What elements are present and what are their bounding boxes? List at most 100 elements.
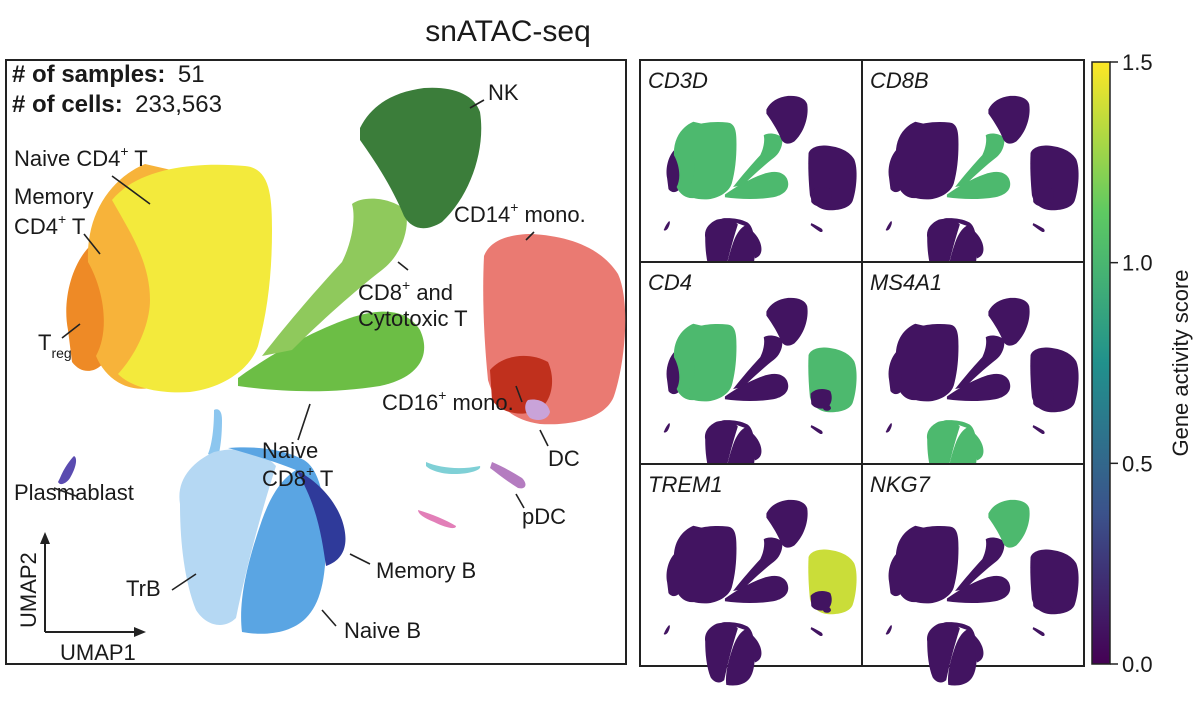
panel-cluster-cd16-mono: [1032, 187, 1054, 207]
panel-cluster-plasmablast: [663, 221, 670, 231]
leader-pdc: [515, 493, 525, 509]
panel-cluster-memory-b: [966, 427, 984, 461]
leader-memory-b: [349, 553, 371, 565]
panel-trem1: TREM1: [639, 463, 863, 686]
panel-cluster-dc: [1044, 605, 1053, 613]
svg-text:NK: NK: [488, 80, 519, 105]
panel-gene-label: MS4A1: [870, 270, 942, 295]
label-trb: TrB: [126, 576, 161, 601]
leader-nk: [469, 99, 485, 109]
panel-cluster-naive-cd4: [682, 324, 737, 402]
leader-memory-cd4: [83, 233, 101, 255]
panel-gene-label: NKG7: [870, 472, 931, 497]
panel-cluster-plasmablast: [885, 625, 892, 635]
panel-cluster-cd8-cyto: [955, 335, 1005, 390]
svg-text:CD14+ mono.: CD14+ mono.: [454, 199, 586, 227]
label-pdc: pDC: [522, 504, 566, 529]
cluster-nk: [360, 87, 482, 229]
panel-cluster-naive-cd4: [904, 122, 959, 200]
panel-cluster-pdc: [1032, 627, 1045, 637]
label-cd16-mono: CD16+ mono.: [382, 387, 514, 415]
leader-cd14-mono: [525, 231, 535, 241]
colorbar-gradient: [1091, 61, 1111, 665]
svg-text:TrB: TrB: [126, 576, 161, 601]
svg-text:DC: DC: [548, 446, 580, 471]
gene-activity-panels: CD3D CD8B CD4 MS4A1 TREM1 NKG7: [639, 59, 1085, 686]
colorbar-label: Gene activity score: [1168, 269, 1193, 456]
umap-axes-indicator: UMAP1 UMAP2: [16, 532, 146, 665]
panel-ms4a1: MS4A1: [861, 261, 1085, 484]
leader-dc: [539, 429, 549, 447]
svg-text:CD4+ T: CD4+ T: [14, 211, 85, 239]
panel-cd8b: CD8B: [861, 59, 1085, 282]
panel-cluster-naive-cd4: [904, 526, 959, 604]
cluster-plasmablast: [58, 456, 77, 485]
cluster-unlabeled-pink: [418, 510, 456, 529]
leader-cd16-mono: [515, 385, 523, 403]
panel-cluster-naive-cd8: [724, 575, 789, 604]
cluster-unlabeled-cyan: [426, 462, 481, 474]
panel-gene-label: CD8B: [870, 68, 929, 93]
panel-cluster-trb: [704, 622, 738, 683]
cluster-naive-cd4: [112, 164, 272, 393]
svg-text:Memory: Memory: [14, 184, 93, 209]
label-plasmablast: Plasmablast: [14, 480, 134, 505]
svg-text:CD8+ and: CD8+ and: [358, 277, 453, 305]
panel-cluster-memory-b: [744, 427, 762, 461]
panel-cluster-naive-cd4: [682, 122, 737, 200]
colorbar-ticks: 0.0 0.5 1.0 1.5: [1110, 50, 1153, 677]
cluster-cd16-mono: [490, 355, 553, 414]
colorbar-tick-label: 1.0: [1122, 251, 1153, 276]
panel-cluster-pdc: [810, 425, 823, 435]
panel-cluster-plasmablast: [663, 423, 670, 433]
panel-cd3d: CD3D: [639, 59, 863, 282]
samples-count: # of samples: 51: [12, 61, 205, 88]
panel-gene-label: CD3D: [648, 68, 708, 93]
svg-text:Naive: Naive: [262, 438, 318, 463]
leader-naive-cd8: [297, 403, 311, 441]
cluster-trb-stem: [208, 409, 222, 458]
panel-cluster-memory-b: [744, 225, 762, 259]
panel-cluster-pdc: [1032, 223, 1045, 233]
leader-treg: [61, 323, 81, 339]
panel-cluster-cd16-mono: [1032, 591, 1054, 611]
label-nk: NK: [488, 80, 519, 105]
panel-cluster-dc: [1044, 201, 1053, 209]
panel-cluster-pdc: [810, 223, 823, 233]
panel-cluster-naive-b: [943, 622, 977, 686]
umap-clusters: [58, 87, 626, 634]
leader-trb: [171, 573, 197, 591]
svg-text:Naive CD4+ T: Naive CD4+ T: [14, 143, 148, 171]
colorbar-tick-label: 0.0: [1122, 652, 1153, 677]
panel-cluster-plasmablast: [885, 221, 892, 231]
colorbar-tick-label: 0.5: [1122, 451, 1153, 476]
figure-title: snATAC-seq: [425, 15, 591, 48]
panel-nkg7: NKG7: [861, 463, 1085, 686]
cells-count: # of cells: 233,563: [12, 91, 222, 118]
panel-cluster-pdc: [1032, 425, 1045, 435]
panel-cluster-dc: [1044, 403, 1053, 411]
cluster-dc: [525, 399, 550, 420]
panel-cluster-cd8-cyto: [955, 537, 1005, 592]
colorbar: 0.0 0.5 1.0 1.5 Gene activity score: [1091, 50, 1193, 677]
cluster-pdc: [490, 462, 526, 489]
panel-cluster-naive-cd8: [946, 373, 1011, 402]
panel-cluster-naive-cd8: [724, 373, 789, 402]
leader-cd8-cyto: [397, 261, 409, 271]
panel-cluster-cd16-mono: [810, 591, 832, 611]
label-cd14-mono: CD14+ mono.: [454, 199, 586, 227]
colorbar-tick-label: 1.5: [1122, 50, 1153, 75]
panel-cluster-naive-cd8: [946, 171, 1011, 200]
umap-y-label: UMAP2: [16, 552, 41, 628]
label-leader-lines: [53, 99, 549, 627]
panel-cluster-nk: [988, 499, 1030, 548]
svg-text:Naive B: Naive B: [344, 618, 421, 643]
panel-cluster-naive-b: [721, 622, 755, 686]
panel-cluster-pdc: [810, 627, 823, 637]
